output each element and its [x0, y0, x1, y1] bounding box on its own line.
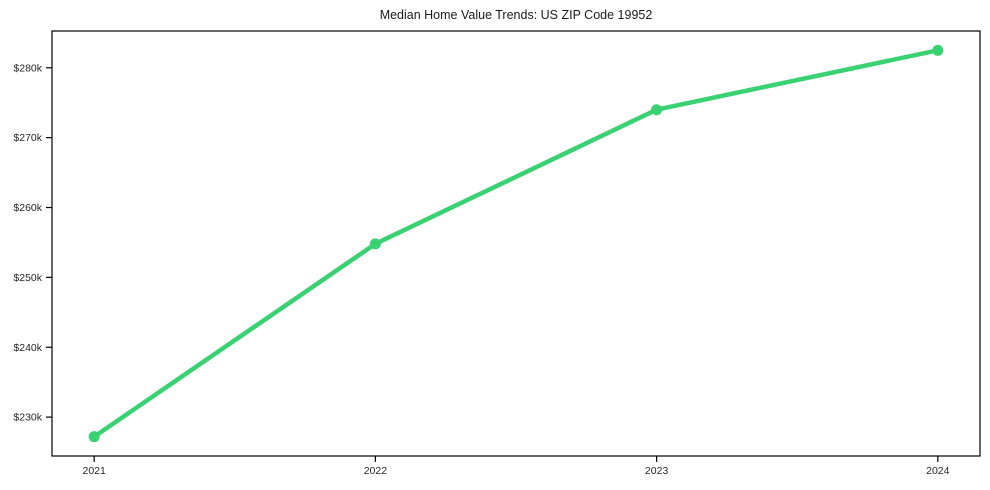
- x-tick-label: 2023: [645, 465, 669, 477]
- data-point: [369, 238, 381, 250]
- data-point: [932, 44, 944, 56]
- y-tick-label: $240k: [13, 342, 42, 354]
- y-tick-label: $230k: [13, 412, 42, 424]
- y-tick-label: $250k: [13, 272, 42, 284]
- data-point: [651, 104, 663, 116]
- plot-border: [51, 30, 981, 457]
- x-tick-label: 2024: [926, 465, 950, 477]
- x-tick-label: 2022: [364, 465, 388, 477]
- y-tick-label: $270k: [13, 132, 42, 144]
- trend-line: [91, 48, 941, 439]
- data-point: [88, 431, 100, 443]
- x-tick-label: 2021: [83, 465, 107, 477]
- chart-title: Median Home Value Trends: US ZIP Code 19…: [379, 8, 653, 22]
- y-tick-label: $260k: [13, 202, 42, 214]
- y-tick-label: $280k: [13, 62, 42, 74]
